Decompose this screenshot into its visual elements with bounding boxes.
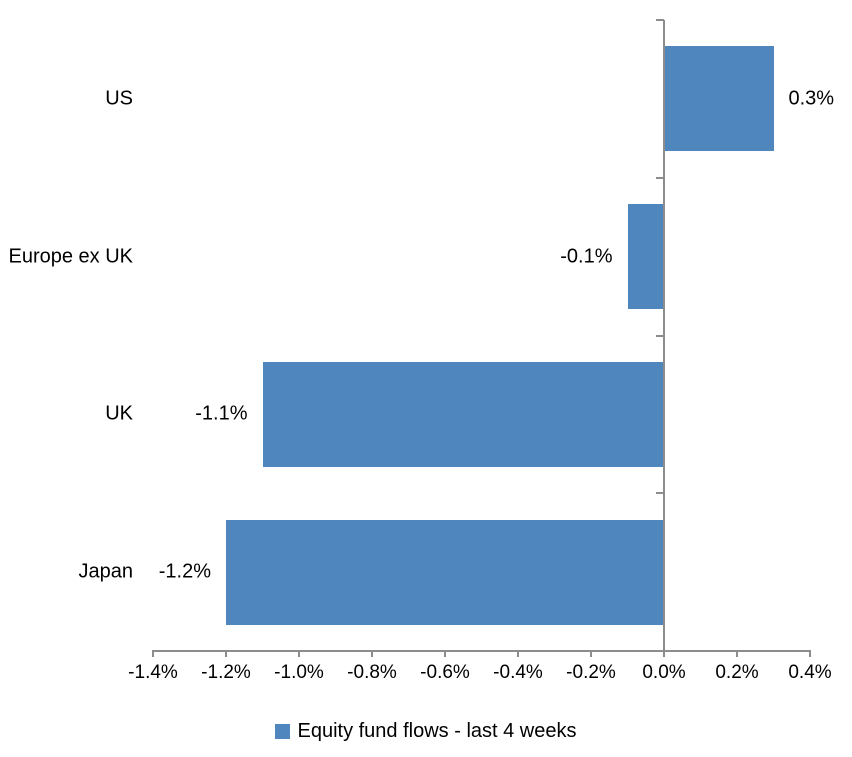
- x-tick: [444, 651, 446, 657]
- x-tick-label: 0.2%: [715, 662, 759, 683]
- x-tick-label: -0.8%: [347, 662, 397, 683]
- legend-label: Equity fund flows - last 4 weeks: [297, 719, 577, 742]
- x-tick-label: -1.2%: [201, 662, 251, 683]
- category-tick: [656, 176, 664, 179]
- category-tick: [656, 334, 664, 337]
- data-label: -1.2%: [158, 560, 211, 583]
- bar: [627, 204, 664, 310]
- x-tick-label: -0.4%: [493, 662, 543, 683]
- category-label: US: [105, 87, 133, 110]
- x-tick: [371, 651, 373, 657]
- data-label: 0.3%: [788, 87, 835, 110]
- x-tick: [663, 651, 665, 657]
- plot-area: 0.3% -0.1% -1.1% -1.2%: [153, 20, 834, 651]
- x-tick: [809, 651, 811, 657]
- x-tick: [736, 651, 738, 657]
- x-tick-label: -1.0%: [274, 662, 324, 683]
- x-axis-line: [152, 650, 811, 652]
- category-label: Japan: [78, 560, 134, 583]
- bar: [262, 361, 664, 467]
- x-tick-label: -0.6%: [420, 662, 470, 683]
- legend-swatch-icon: [275, 723, 291, 739]
- x-tick-label: 0.0%: [642, 662, 686, 683]
- x-tick-label: -0.2%: [566, 662, 616, 683]
- x-tick: [590, 651, 592, 657]
- legend: Equity fund flows - last 4 weeks: [0, 716, 852, 746]
- category-tick: [656, 650, 664, 652]
- x-tick: [517, 651, 519, 657]
- x-tick: [225, 651, 227, 657]
- data-label: -1.1%: [195, 402, 248, 425]
- bar: [664, 46, 774, 152]
- zero-axis-line: [663, 20, 665, 651]
- x-tick: [298, 651, 300, 657]
- category-tick: [656, 492, 664, 495]
- bar: [226, 519, 664, 625]
- x-tick-label: 0.4%: [788, 662, 832, 683]
- x-tick-label: -1.4%: [128, 662, 178, 683]
- category-label: UK: [105, 402, 133, 425]
- data-label: -0.1%: [560, 245, 613, 268]
- category-label: Europe ex UK: [8, 245, 133, 268]
- x-tick: [152, 651, 154, 657]
- category-tick: [656, 19, 664, 21]
